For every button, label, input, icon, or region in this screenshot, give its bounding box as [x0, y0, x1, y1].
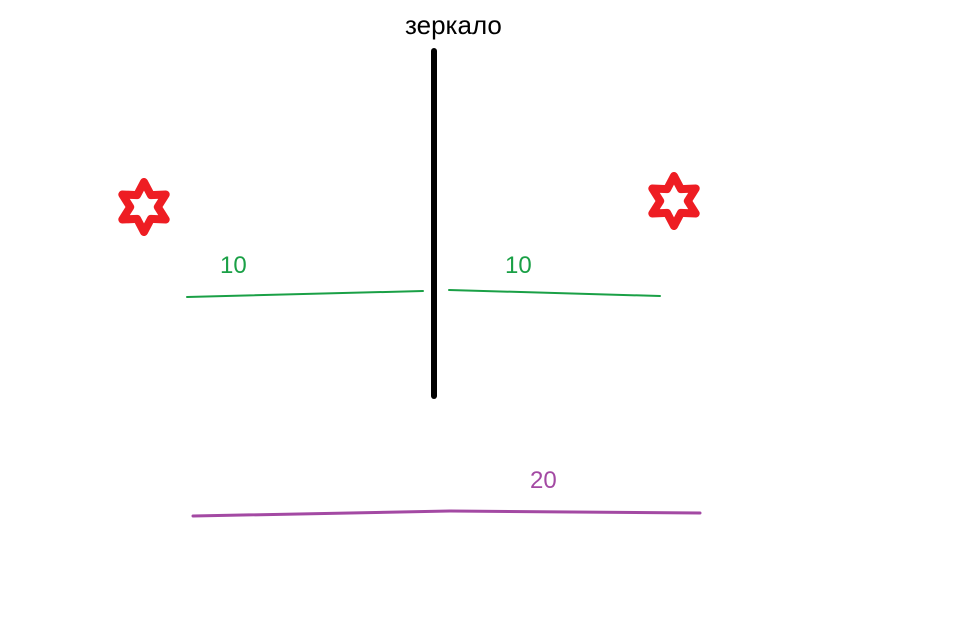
distance-label-left-10: 10 [220, 252, 247, 280]
star-left [115, 178, 173, 236]
mirror-line [431, 48, 437, 399]
diagram-canvas: зеркало 10 10 20 [0, 0, 968, 631]
star-icon [115, 178, 173, 236]
distance-label-right-10: 10 [505, 252, 532, 280]
star-icon [645, 172, 703, 230]
star-right [645, 172, 703, 230]
distance-lines [0, 0, 968, 631]
mirror-title: зеркало [405, 10, 502, 41]
distance-label-20: 20 [530, 467, 557, 495]
